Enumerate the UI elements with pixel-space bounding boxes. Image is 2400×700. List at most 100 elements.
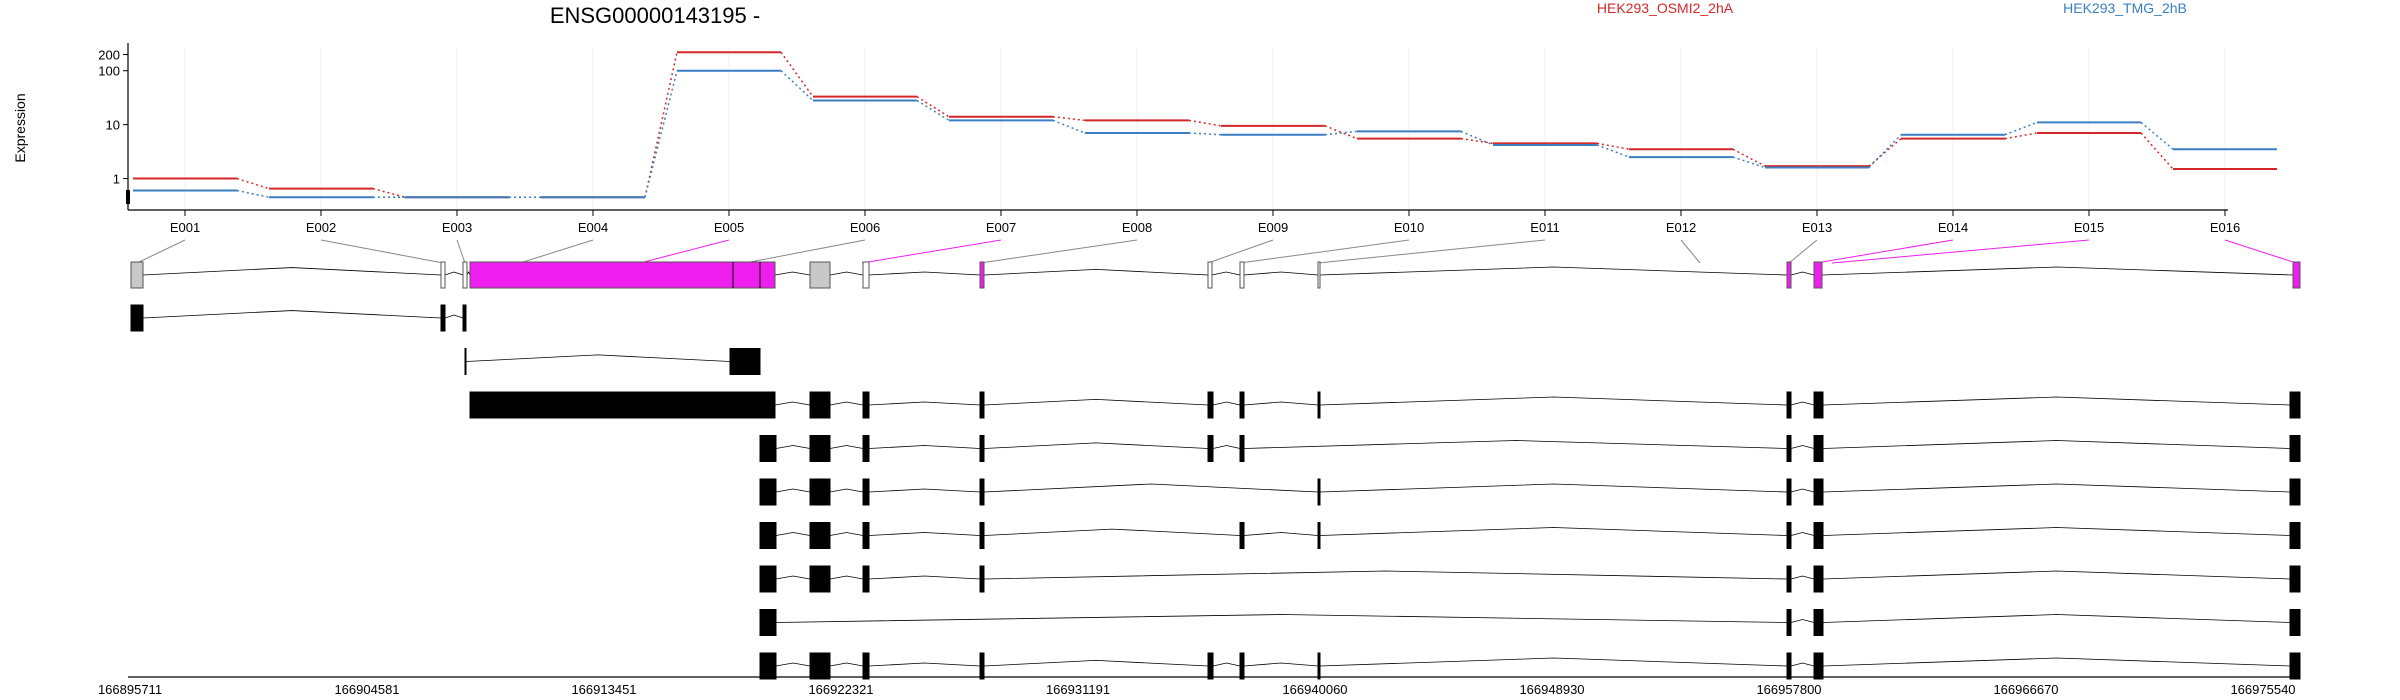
exon-connector [519, 239, 594, 264]
legend-series-b: HEK293_TMG_2hB [2063, 0, 2187, 16]
intron-line [1822, 570, 2291, 580]
exon-block [1786, 391, 1792, 419]
intron-line [1790, 619, 1815, 623]
intron-line [868, 445, 981, 449]
exon-block [1207, 391, 1214, 419]
intron-line [1821, 266, 2294, 276]
exon-block [1813, 522, 1824, 549]
intron-line [829, 662, 864, 667]
y-axis-label: Expression [12, 93, 28, 162]
exon-block [462, 304, 467, 332]
x-tick-label: E003 [442, 220, 472, 235]
series-connector [1188, 119, 1222, 127]
exon-block [2289, 609, 2301, 636]
intron-line [868, 575, 981, 580]
exon-block [809, 261, 831, 289]
exon-block [759, 478, 777, 506]
coordinate-label: 166948930 [1519, 682, 1584, 697]
exon-connector [1680, 239, 1701, 264]
intron-line [1822, 483, 2291, 493]
exon-block [1239, 261, 1245, 289]
coordinate-label: 166913451 [571, 682, 636, 697]
intron-line [465, 354, 731, 362]
exon-block [809, 478, 831, 506]
exon-block [759, 609, 777, 636]
exon-block [1786, 478, 1792, 506]
exon-block [130, 304, 144, 332]
exon-block [862, 391, 870, 419]
x-tick-label: E005 [714, 220, 744, 235]
series-connector [1868, 134, 1902, 169]
transcript-row [759, 609, 2301, 636]
exon-block [130, 261, 144, 289]
exon-block [979, 391, 985, 419]
series-connector [1324, 125, 1358, 140]
series-connector [1460, 130, 1494, 146]
intron-line [775, 488, 811, 493]
coordinate-label: 166957800 [1756, 682, 1821, 697]
x-tick-label: E006 [850, 220, 880, 235]
intron-line [983, 442, 1209, 449]
y-tick-label: 100 [98, 64, 120, 79]
exon-block [469, 261, 776, 289]
intron-line [1243, 662, 1319, 667]
intron-line [868, 532, 981, 536]
series-connector [1596, 142, 1630, 150]
exon-block [979, 565, 985, 593]
series-connector [916, 99, 950, 122]
grid-lines [184, 48, 2226, 210]
exon-block [979, 478, 985, 506]
exon-block [1786, 565, 1792, 593]
transcript-row [464, 348, 761, 375]
exon-block [462, 261, 468, 289]
intron-line [1790, 575, 1815, 580]
exon-block [979, 261, 985, 289]
intron-line [1319, 483, 1788, 493]
meta-gene-row [130, 261, 2301, 289]
intron-line [868, 488, 981, 493]
coordinate-label: 166922321 [808, 682, 873, 697]
exon-block [862, 522, 870, 549]
intron-line [983, 659, 1209, 667]
exon-block [759, 435, 777, 462]
intron-line [829, 271, 864, 276]
exon-block [1813, 435, 1824, 462]
exon-connector [1788, 239, 1818, 264]
exon-block [759, 522, 777, 549]
exon-block [1239, 522, 1245, 549]
exon-connectors [136, 239, 2297, 264]
exon-block [729, 348, 761, 375]
series-connector [236, 177, 270, 190]
intron-line [1790, 401, 1815, 406]
series-connector [2140, 132, 2174, 170]
genomic-coordinate-axis: 166895711 166904581 166913451 166922321 1669… [98, 676, 2300, 697]
exon-connector [1207, 239, 1274, 264]
exon-block [1239, 391, 1245, 419]
series-connector [372, 187, 406, 198]
intron-line [868, 401, 981, 406]
intron-line [1822, 527, 2291, 536]
transcript-row [759, 565, 2301, 593]
coordinate-label: 166966670 [1993, 682, 2058, 697]
intron-line [775, 575, 811, 580]
exon-block [1317, 522, 1321, 549]
x-tick-label: E007 [986, 220, 1016, 235]
series-connector [1732, 156, 1766, 169]
intron-line [1790, 532, 1815, 536]
intron-line [829, 401, 864, 406]
intron-line [774, 271, 811, 276]
series-connector [916, 96, 950, 118]
exon-block [1813, 261, 1823, 289]
exon-block [1317, 652, 1321, 680]
series-b [133, 69, 2277, 199]
series-connector [1732, 148, 1766, 167]
series-connector [1868, 138, 1902, 167]
exon-block [469, 391, 776, 419]
intron-line [829, 575, 864, 580]
series-connector [644, 52, 678, 198]
intron-line [983, 570, 1788, 580]
exon-block [2289, 565, 2301, 593]
intron-line [1243, 440, 1788, 449]
axis-start-marker [126, 190, 130, 204]
